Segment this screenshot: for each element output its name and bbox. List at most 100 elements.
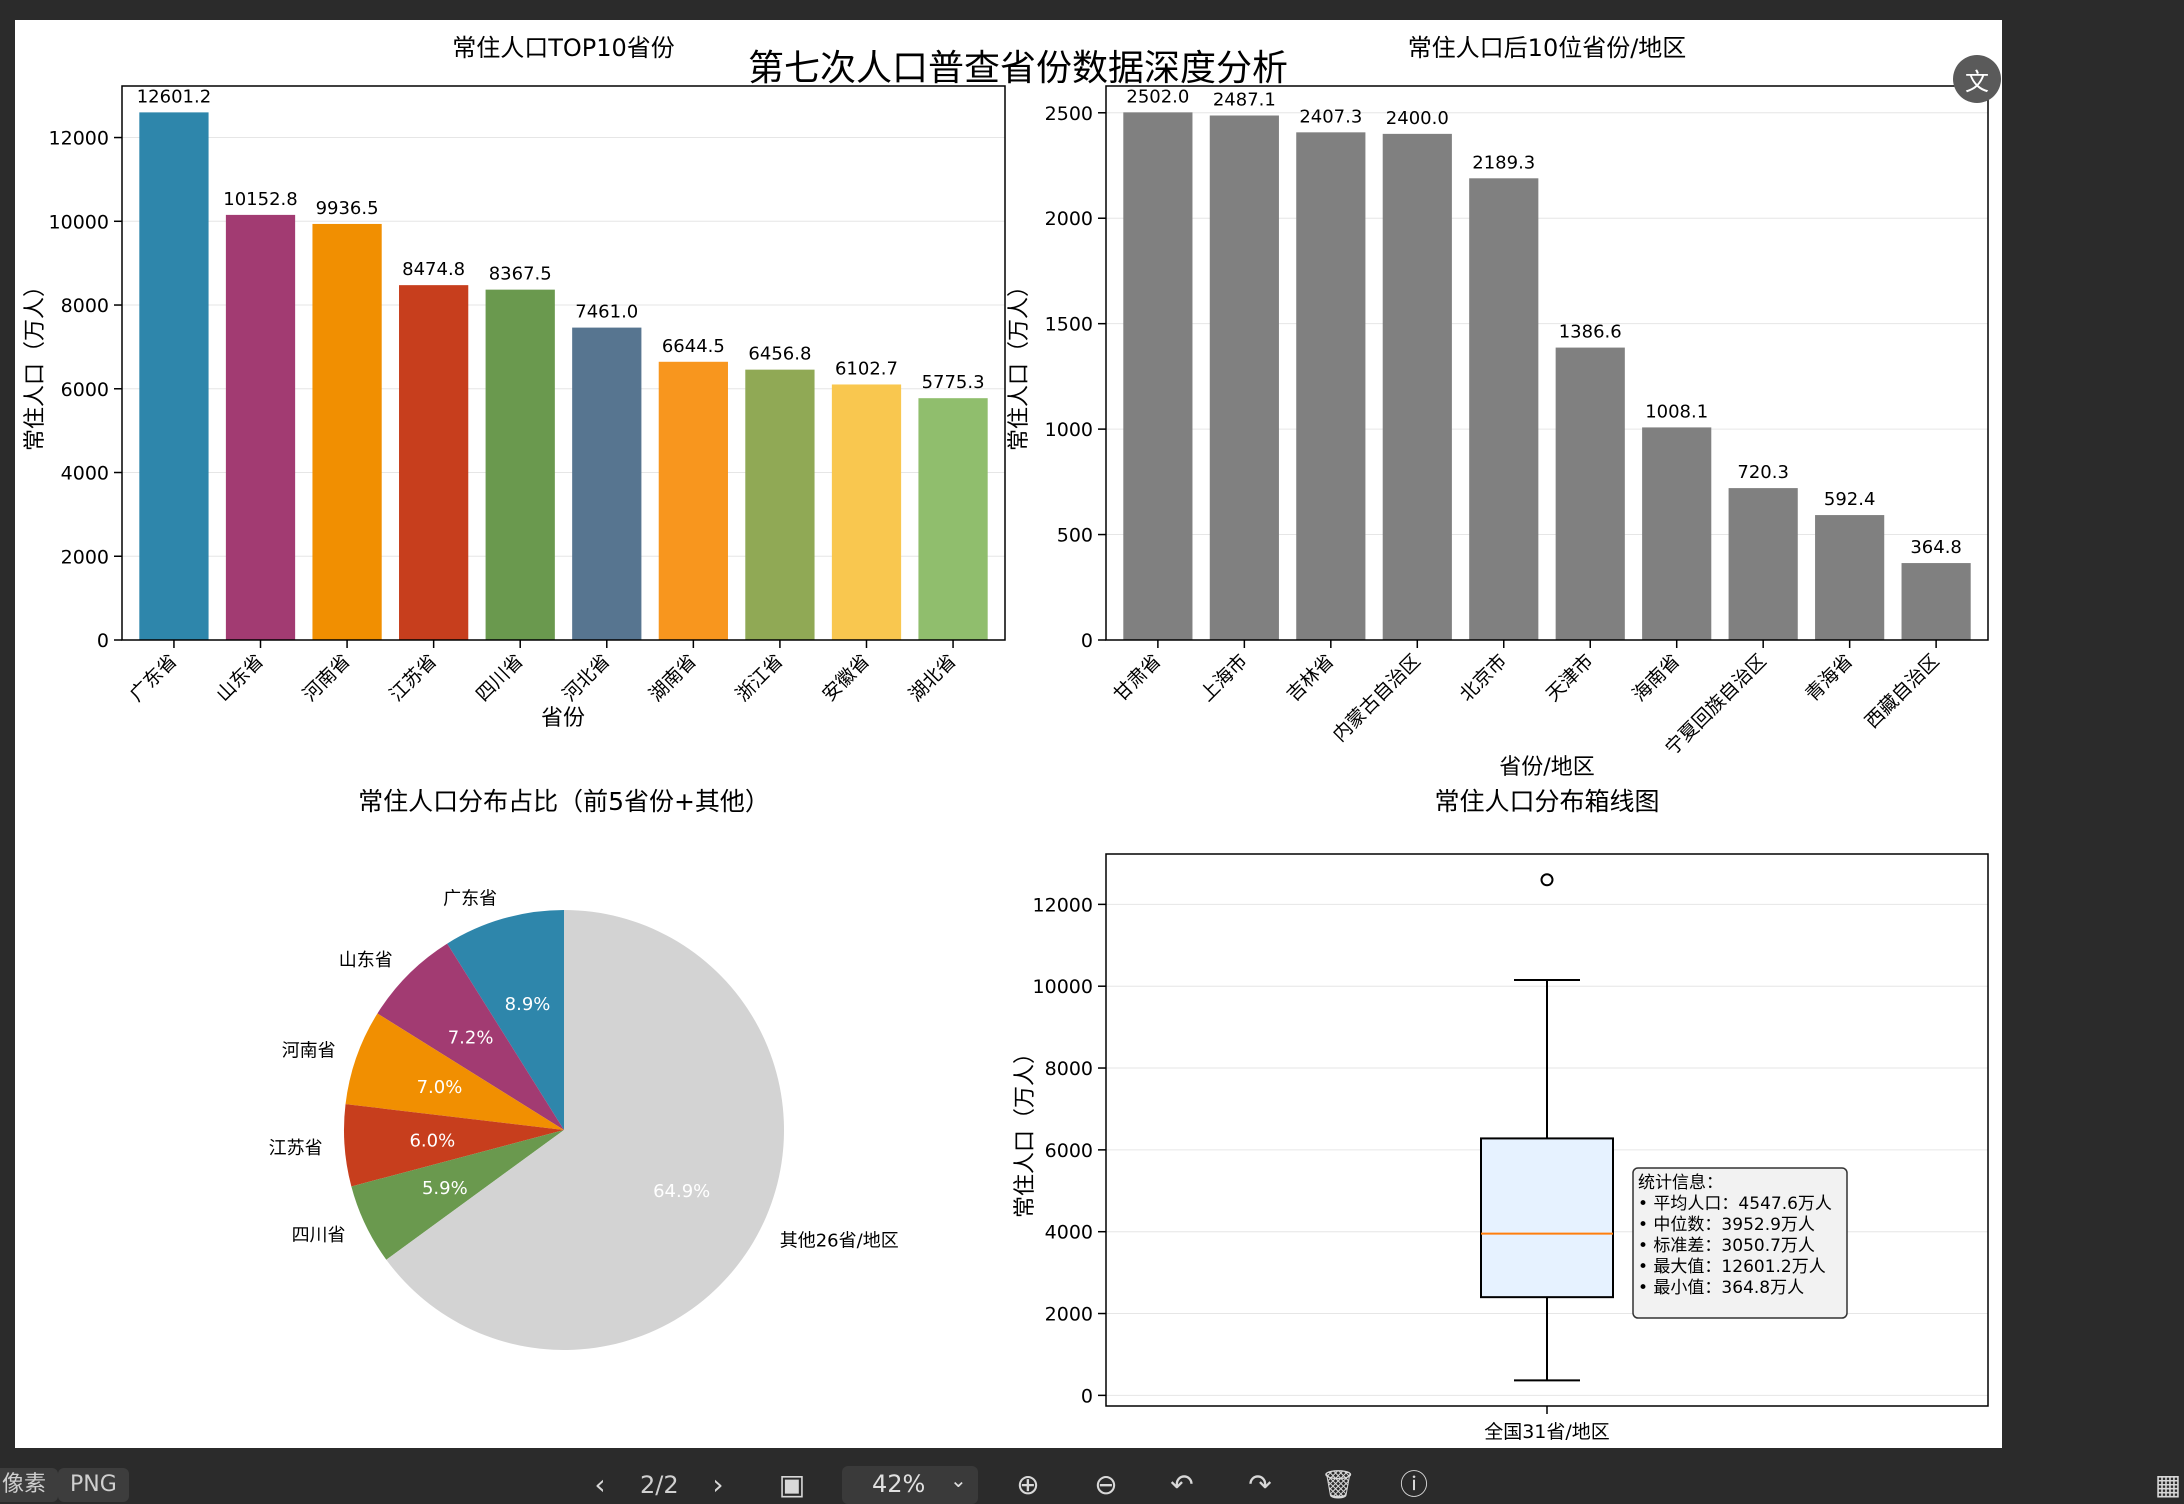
bottom10-bar [1642, 427, 1712, 640]
prev-page-icon[interactable]: ‹ [594, 1468, 606, 1501]
top10-bar-value-label: 10152.8 [223, 189, 297, 210]
bottom10-xtick-label: 青海省 [1801, 650, 1857, 706]
share-pie-label: 广东省 [443, 888, 497, 909]
share-pie-pct-label: 5.9% [422, 1178, 468, 1199]
share-pie-pct-label: 7.0% [417, 1077, 463, 1098]
bottom10-xtick-label: 北京市 [1455, 650, 1511, 706]
distribution-ylabel: 常住人口（万人） [1013, 1042, 1038, 1218]
top10-bar [658, 361, 728, 640]
info-icon[interactable]: ⓘ [1399, 1468, 1428, 1501]
top10-bar [399, 285, 469, 640]
bottom10-xtick-label: 上海市 [1196, 650, 1252, 706]
bottom10-xtick-label: 内蒙古自治区 [1329, 650, 1425, 746]
bottom10-xtick-label: 西藏自治区 [1861, 650, 1944, 733]
share-pie-pct-label: 64.9% [653, 1181, 710, 1202]
distribution-stats-title: 统计信息： [1638, 1173, 1723, 1193]
bottom10-ytick-label: 2000 [1045, 208, 1093, 230]
top10-bar-value-label: 9936.5 [316, 198, 379, 219]
top10-bar [139, 112, 209, 640]
distribution-ytick-label: 12000 [1033, 894, 1093, 916]
bottom10-xtick-label: 天津市 [1542, 650, 1598, 706]
distribution-ytick-label: 2000 [1045, 1304, 1093, 1326]
distribution-ytick-label: 6000 [1045, 1140, 1093, 1162]
share-pie-label: 其他26省/地区 [780, 1231, 899, 1252]
top10-ytick-label: 6000 [61, 379, 109, 401]
top10-xtick-label: 安徽省 [818, 650, 874, 706]
top10-bar [312, 223, 382, 641]
share-pie-slice [447, 910, 564, 1130]
distribution-outlier-point [1540, 873, 1554, 887]
top10-xtick-label: 江苏省 [385, 650, 441, 706]
share-pie-pct-label: 6.0% [409, 1130, 455, 1151]
top10-bar-value-label: 12601.2 [137, 86, 211, 107]
distribution-axes-frame [1105, 853, 1989, 1407]
top10-ytick-label: 0 [97, 630, 109, 652]
top10-xtick-label: 四川省 [472, 650, 528, 706]
bottom10-ytick-label: 0 [1081, 630, 1093, 652]
top10-ylabel: 常住人口（万人） [23, 275, 48, 451]
top10-ytick-label: 12000 [49, 128, 109, 150]
distribution-stats-line: • 标准差：3050.7万人 [1638, 1236, 1815, 1256]
bottom10-bar-value-label: 2487.1 [1213, 90, 1276, 111]
share-pie-slice [344, 1104, 564, 1187]
distribution-ytick-label: 10000 [1033, 976, 1093, 998]
top10-xtick-label: 广东省 [126, 650, 182, 706]
bottom10-ytick-label: 2500 [1045, 103, 1093, 125]
bottom10-bar-value-label: 592.4 [1824, 489, 1876, 510]
top10-bar [745, 369, 815, 640]
bottom10-bar [1815, 515, 1885, 640]
distribution-stats-box [1632, 1167, 1848, 1319]
top10-axes-frame [121, 85, 1006, 641]
top10-bar-value-label: 6456.8 [748, 344, 811, 365]
top10-xtick-label: 河北省 [558, 650, 614, 706]
zoom-in-icon[interactable]: ⊕ [1016, 1468, 1040, 1501]
share-pie-slice [345, 1013, 564, 1130]
bottom10-bar-value-label: 2502.0 [1126, 86, 1189, 107]
top10-bar-value-label: 6644.5 [662, 336, 725, 357]
page-indicator: 2/2 [640, 1471, 679, 1499]
top10-bar [572, 327, 642, 640]
bottom10-title: 常住人口后10位省份/地区 [1408, 34, 1687, 62]
share-pie-slice [351, 1130, 564, 1260]
window-top-bar [0, 0, 2184, 20]
share-pie-label: 四川省 [292, 1225, 346, 1246]
bottom10-bar-value-label: 1008.1 [1645, 401, 1708, 422]
top10-bar-value-label: 6102.7 [835, 358, 898, 379]
bottom10-xtick-label: 吉林省 [1282, 650, 1338, 706]
distribution-ytick-label: 4000 [1045, 1222, 1093, 1244]
next-page-icon[interactable]: › [712, 1468, 724, 1501]
bottom10-ytick-label: 500 [1057, 525, 1093, 547]
bottom10-bar [1123, 112, 1193, 641]
format-chip: PNG [58, 1468, 129, 1502]
distribution-title: 常住人口分布箱线图 [1434, 787, 1659, 816]
top10-bar-value-label: 5775.3 [922, 372, 985, 393]
distribution-box [1480, 1137, 1614, 1299]
grid-view-icon[interactable]: ▦ [2154, 1468, 2182, 1501]
share-pie-pct-label: 8.9% [505, 994, 551, 1015]
zoom-out-icon[interactable]: ⊖ [1094, 1468, 1118, 1501]
top10-bar [485, 289, 555, 640]
zoom-value: 42% [872, 1470, 926, 1498]
delete-icon[interactable]: 🗑 [1320, 1468, 1356, 1501]
translate-icon[interactable]: 文 [1953, 55, 2001, 103]
top10-xtick-label: 河南省 [299, 650, 355, 706]
bottom10-ylabel: 常住人口（万人） [1007, 275, 1032, 451]
fit-page-icon[interactable]: ▣ [778, 1468, 806, 1501]
distribution-stats-line: • 最大值：12601.2万人 [1638, 1257, 1826, 1277]
chevron-down-icon: ⌄ [950, 1468, 967, 1492]
bottom10-bar-value-label: 1386.6 [1559, 322, 1622, 343]
distribution-stats-line: • 最小值：364.8万人 [1638, 1278, 1804, 1298]
zoom-select[interactable]: 42% ⌄ [842, 1466, 978, 1504]
bottom10-bar-value-label: 2400.0 [1386, 108, 1449, 129]
share-title: 常住人口分布占比（前5省份+其他） [358, 787, 770, 816]
bottom10-bar [1209, 115, 1279, 641]
rotate-left-icon[interactable]: ↶ [1170, 1468, 1194, 1501]
bottom10-bar-value-label: 2407.3 [1299, 106, 1362, 127]
bottom10-bar [1901, 563, 1971, 640]
bottom10-xtick-label: 甘肃省 [1110, 650, 1166, 706]
distribution-xtick-label: 全国31省/地区 [1484, 1421, 1610, 1443]
rotate-right-icon[interactable]: ↷ [1248, 1468, 1272, 1501]
figure-svg: 第七次人口普查省份数据深度分析0200040006000800010000120… [23, 34, 1989, 1443]
top10-ytick-label: 10000 [49, 211, 109, 233]
bottom10-bar [1469, 178, 1539, 640]
